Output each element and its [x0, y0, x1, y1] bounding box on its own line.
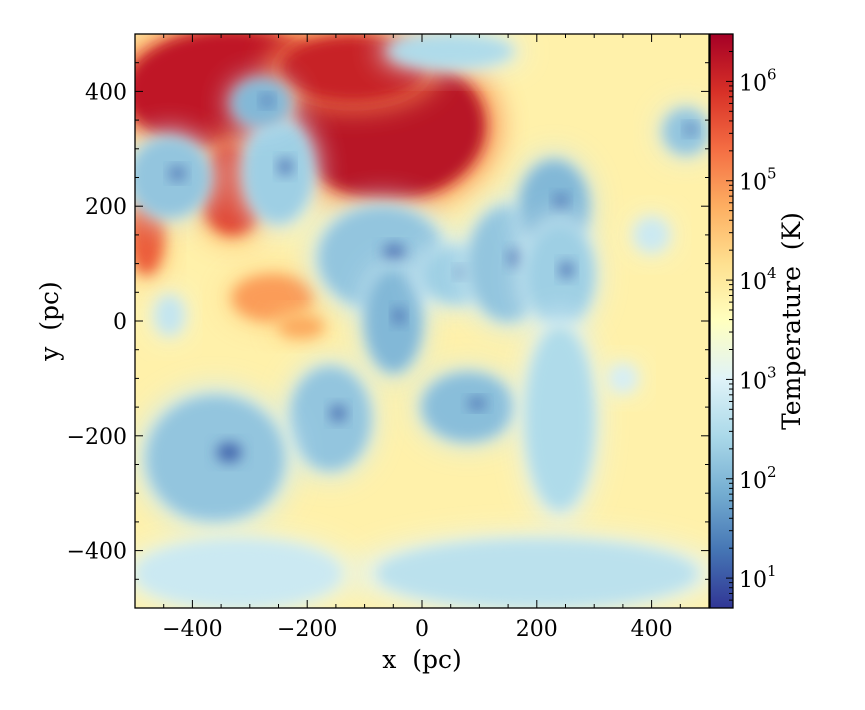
colorbar-gradient — [710, 34, 733, 608]
cold-region-9 — [228, 76, 295, 130]
colorbar-tick-label: 102 — [739, 463, 777, 494]
cold-region-18 — [136, 386, 295, 532]
colorbar-tick-label: 106 — [739, 65, 777, 96]
x-tick-label: 400 — [631, 617, 673, 642]
colorbar-frame — [709, 33, 734, 609]
x-tick-label: 200 — [516, 617, 558, 642]
hot-region-6 — [275, 313, 328, 340]
colorbar-ticks: 101 102 103 104 105 106 — [726, 33, 777, 609]
cold-region-25 — [152, 292, 186, 339]
cold-region-17 — [283, 359, 377, 478]
hot-region-5 — [226, 271, 319, 325]
y-tick-label: 400 — [85, 80, 127, 105]
y-axis-label: y (pc) — [35, 281, 64, 362]
colorbar-tick-label: 104 — [739, 264, 777, 295]
y-axis: −400 −200 0 200 400 — [67, 33, 709, 609]
colorbar-label: Temperature (K) — [777, 212, 806, 430]
cold-region-8 — [238, 112, 319, 232]
cold-region-22 — [378, 34, 524, 72]
cold-region-23 — [659, 105, 709, 158]
y-tick-label: −200 — [67, 425, 127, 450]
heatmap-panel — [135, 34, 709, 608]
y-tick-label: 0 — [113, 310, 127, 335]
colorbar-tick-label: 103 — [739, 363, 777, 394]
colorbar-tick-label: 101 — [739, 562, 777, 593]
y-tick-label: −400 — [67, 540, 127, 565]
x-tick-label: −400 — [162, 617, 222, 642]
cold-region-11 — [360, 261, 427, 381]
cold-region-26 — [606, 361, 640, 395]
cold-region-7 — [135, 131, 216, 224]
x-tick-label: −200 — [277, 617, 337, 642]
cold-region-24 — [631, 215, 672, 255]
cold-region-21 — [135, 533, 358, 608]
x-tick-label: 0 — [415, 617, 429, 642]
cold-region-19 — [520, 312, 600, 525]
x-axis: −400 −200 0 200 400 — [134, 34, 710, 642]
heatmap-field — [135, 34, 709, 608]
colorbar: 101 102 103 104 105 106 Temperature (K) — [709, 33, 806, 609]
colorbar-tick-label: 105 — [739, 165, 777, 196]
x-axis-label: x (pc) — [382, 645, 462, 674]
cold-region-20 — [352, 533, 709, 608]
cold-region-16 — [415, 367, 521, 447]
cold-region-15 — [520, 215, 600, 335]
y-tick-label: 200 — [85, 195, 127, 220]
